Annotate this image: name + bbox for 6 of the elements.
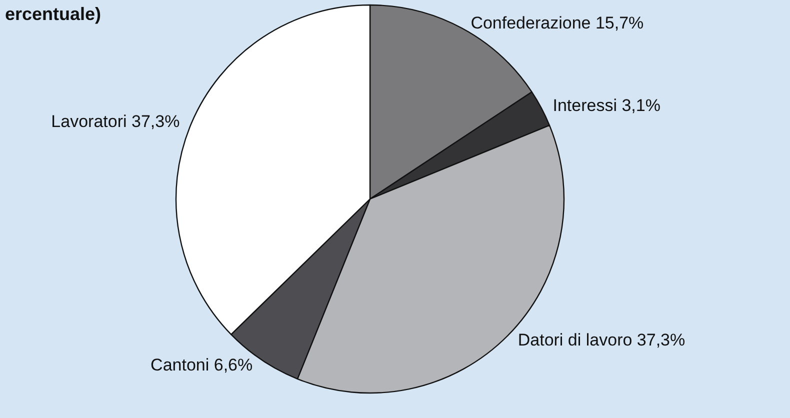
slice-label: Datori di lavoro 37,3%: [518, 330, 686, 350]
slice-label: Cantoni 6,6%: [150, 356, 253, 375]
slice-label: Lavoratori 37,3%: [51, 112, 180, 131]
chart-title: ercentuale): [5, 4, 102, 24]
slice-label: Interessi 3,1%: [552, 96, 660, 115]
slice-label: Confederazione 15,7%: [470, 13, 644, 32]
